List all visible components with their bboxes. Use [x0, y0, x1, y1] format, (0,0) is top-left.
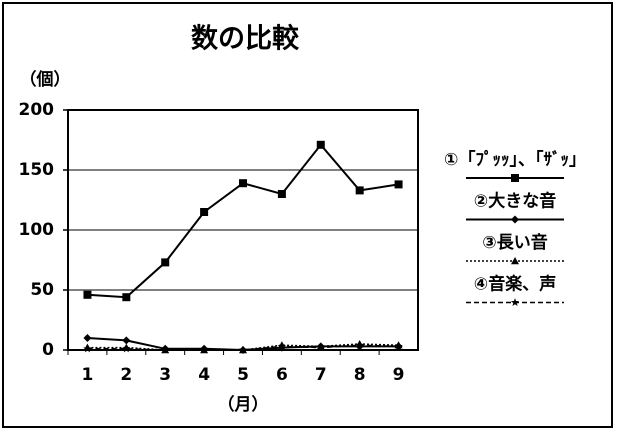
data-point [394, 342, 403, 350]
x-tick-label: 7 [315, 365, 327, 385]
y-axis-label: （個） [20, 69, 71, 90]
x-tick-label: 4 [198, 365, 210, 385]
x-tick-label: 5 [237, 365, 249, 385]
data-point [83, 290, 92, 299]
data-point [122, 344, 131, 353]
data-point [122, 336, 131, 345]
data-point [239, 179, 247, 188]
data-point [161, 258, 170, 267]
data-point [200, 208, 209, 216]
y-tick-label: 150 [19, 160, 55, 180]
x-tick-label: 6 [276, 365, 288, 385]
data-point [122, 293, 131, 302]
data-point [83, 334, 92, 342]
data-point [316, 343, 325, 352]
legend-label: ①「ﾌﾟｯｯ」、「ｻﾞｯ」 [444, 149, 586, 170]
chart-title: 数の比較 [191, 23, 300, 55]
y-tick-label: 100 [19, 220, 55, 240]
data-point [83, 344, 92, 353]
data-point [316, 140, 325, 149]
legend-marker [511, 215, 519, 224]
data-point [277, 342, 287, 350]
x-tick-label: 8 [354, 365, 366, 385]
legend-label: ②大きな音 [474, 191, 556, 212]
data-point [277, 190, 286, 198]
x-tick-label: 9 [393, 365, 405, 385]
x-tick-label: 3 [159, 365, 171, 385]
x-axis-label: （月） [218, 394, 269, 415]
legend-marker [511, 174, 519, 182]
x-tick-label: 1 [82, 365, 94, 385]
legend-marker [510, 298, 520, 307]
legend-label: ④音楽、声 [474, 274, 556, 295]
chart-border [2, 2, 613, 428]
x-tick-label: 2 [120, 365, 132, 385]
y-tick-label: 200 [19, 100, 55, 120]
y-tick-label: 50 [30, 280, 54, 300]
data-point [355, 186, 364, 195]
data-point [161, 345, 170, 354]
data-point [199, 345, 209, 354]
data-point [394, 180, 403, 189]
data-point [238, 345, 248, 354]
legend-label: ③長い音 [482, 232, 547, 253]
y-tick-label: 0 [42, 340, 54, 360]
data-point [355, 340, 364, 349]
legend-marker [511, 257, 519, 265]
